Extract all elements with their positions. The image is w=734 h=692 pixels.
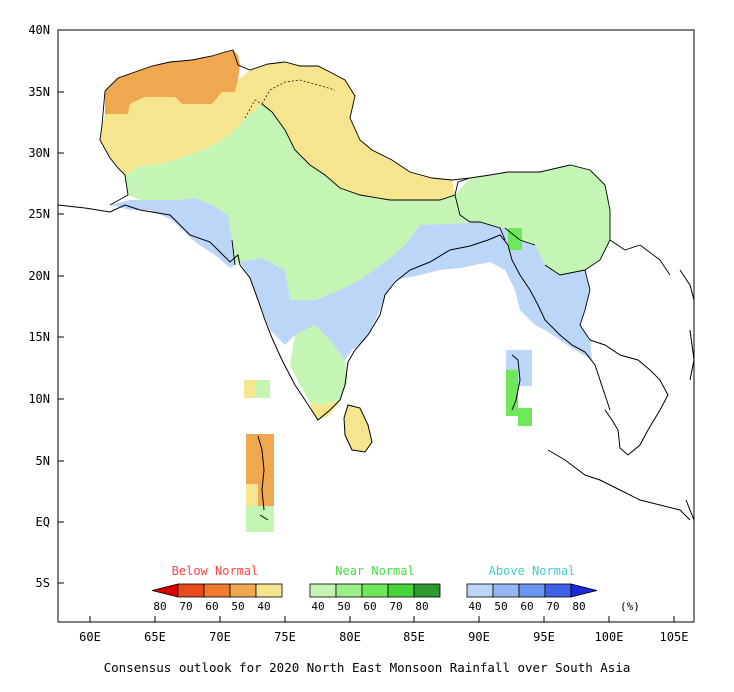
legend: Below Normal Near Normal Above Normal 80…: [151, 564, 640, 613]
below-normal-50-region: [105, 50, 240, 114]
legend-unit: (%): [620, 600, 640, 613]
coastlines: [57, 49, 695, 560]
legend-above-normal-title: Above Normal: [489, 564, 576, 578]
andaman-outline: [511, 354, 521, 411]
legend-value-label: 80: [572, 600, 585, 613]
lat-tick-label: EQ: [36, 515, 50, 529]
lat-tick-label: 5N: [36, 454, 50, 468]
bangladesh-near-cell: [508, 228, 522, 250]
map-frame: [57, 29, 695, 623]
legend-near-normal-title: Near Normal: [335, 564, 414, 578]
legend-value-label: 60: [205, 600, 218, 613]
lat-tick-label: 25N: [28, 207, 50, 221]
internal-borders: [244, 79, 336, 119]
legend-value-label: 60: [363, 600, 376, 613]
longitude-axis: 60E 65E 70E 75E 80E 85E 90E 95E 100E 105E: [79, 616, 688, 644]
andaman-near-cell: [506, 370, 518, 416]
near-normal-40-peninsula: [290, 325, 348, 405]
lon-tick-label: 60E: [79, 630, 101, 644]
below-normal-40-sri-lanka: [344, 405, 372, 452]
legend-swatch: [413, 583, 441, 598]
forecast-shading: [100, 50, 610, 532]
legend-near-normal-bar: 40 50 60 70 80: [309, 583, 441, 613]
lakshadweep-north-cell: [244, 380, 256, 398]
latitude-axis: 40N 35N 30N 25N 20N 15N 10N 5N EQ 5S: [28, 23, 64, 590]
legend-value-label: 70: [179, 600, 192, 613]
legend-value-label: 60: [520, 600, 533, 613]
legend-swatch: [518, 583, 546, 598]
lon-tick-label: 80E: [339, 630, 361, 644]
mainland-coastline: [57, 204, 611, 421]
lat-tick-label: 5S: [36, 576, 50, 590]
lon-tick-label: 75E: [274, 630, 296, 644]
legend-swatch: [570, 583, 598, 598]
legend-value-label: 50: [231, 600, 244, 613]
country-borders: [99, 49, 671, 341]
lon-tick-label: 85E: [403, 630, 425, 644]
lat-tick-label: 20N: [28, 269, 50, 283]
legend-swatch: [309, 583, 337, 598]
eastern-coast: [547, 339, 691, 521]
legend-below-normal-title: Below Normal: [172, 564, 259, 578]
legend-value-label: 50: [337, 600, 350, 613]
legend-value-label: 80: [415, 600, 428, 613]
above-normal-40-region: [110, 198, 592, 360]
legend-swatch: [335, 583, 363, 598]
lakshadweep-cell: [256, 380, 270, 398]
near-normal-40-mainland: [125, 104, 610, 300]
maldives-south-cell: [246, 506, 274, 532]
sri-lanka-outline: [343, 404, 373, 453]
legend-swatch: [387, 583, 415, 598]
lon-tick-label: 90E: [468, 630, 490, 644]
legend-swatch: [361, 583, 389, 598]
lon-tick-label: 70E: [209, 630, 231, 644]
lon-tick-label: 105E: [660, 630, 689, 644]
below-normal-40-region: [100, 62, 455, 200]
legend-value-label: 80: [153, 600, 166, 613]
legend-value-label: 40: [311, 600, 324, 613]
below-normal-40-south-tip: [310, 400, 340, 420]
legend-swatch: [255, 583, 283, 598]
lon-tick-label: 65E: [144, 630, 166, 644]
legend-value-label: 50: [494, 600, 507, 613]
legend-swatch: [229, 583, 257, 598]
maldives-mid-cell-2: [258, 484, 274, 506]
legend-swatch: [177, 583, 205, 598]
legend-value-label: 70: [389, 600, 402, 613]
lat-tick-label: 30N: [28, 146, 50, 160]
legend-value-label: 40: [257, 600, 270, 613]
legend-below-normal-bar: 80 70 60 50 40: [151, 583, 283, 613]
lat-tick-label: 10N: [28, 392, 50, 406]
map-caption: Consensus outlook for 2020 North East Mo…: [104, 660, 631, 675]
maldives-mid-cell: [246, 484, 258, 506]
legend-swatch: [466, 583, 494, 598]
legend-swatch: [203, 583, 231, 598]
legend-value-label: 70: [546, 600, 559, 613]
lon-tick-label: 100E: [595, 630, 624, 644]
legend-swatch: [544, 583, 572, 598]
legend-swatch: [492, 583, 520, 598]
lat-tick-label: 35N: [28, 85, 50, 99]
maldives-outline: [257, 435, 269, 521]
legend-value-label: 40: [468, 600, 481, 613]
lat-tick-label: 40N: [28, 23, 50, 37]
lat-tick-label: 15N: [28, 330, 50, 344]
legend-swatch: [151, 583, 179, 598]
nicobar-near-cell: [518, 408, 532, 426]
lon-tick-label: 95E: [533, 630, 555, 644]
legend-above-normal-bar: 40 50 60 70 80: [466, 583, 598, 613]
